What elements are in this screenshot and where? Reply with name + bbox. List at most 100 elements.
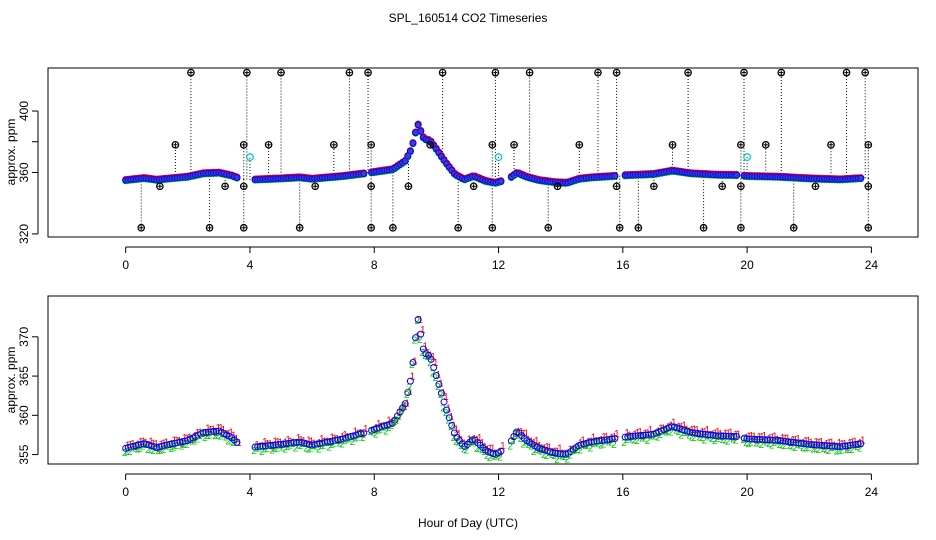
series-3-marker — [792, 439, 800, 447]
series-2-marker: 2 — [847, 444, 853, 455]
series-1-marker: 1 — [477, 433, 483, 444]
top-panel: approx. ppm 320 360 400 0 4 8 12 16 20 24 — [4, 67, 919, 272]
series-2-marker: 2 — [334, 436, 340, 447]
outlier-circle — [156, 182, 164, 191]
series-2-marker: 2 — [187, 435, 193, 446]
x-tick-label: 8 — [371, 258, 378, 272]
series-2-marker: 2 — [171, 442, 177, 453]
series-2-marker: 2 — [792, 443, 798, 454]
outlier-point — [737, 140, 745, 149]
outlier-circle — [239, 140, 248, 149]
bottom-x-axis: 0 4 8 12 16 20 24 — [122, 473, 878, 499]
series-3-marker — [818, 441, 826, 449]
series-2-marker: 2 — [350, 437, 356, 448]
series-3-marker — [727, 432, 735, 440]
series-2-marker: 2 — [658, 430, 664, 441]
series-2-marker: 2 — [168, 444, 174, 455]
series-2-marker: 2 — [440, 403, 446, 414]
series-2-marker: 2 — [215, 430, 221, 441]
bottom-y-axis: 355 360 365 370 — [17, 326, 39, 465]
series-2-marker: 2 — [145, 445, 151, 456]
series-2-marker: 2 — [461, 444, 467, 455]
series-3-marker — [857, 440, 865, 448]
series-3-marker — [639, 431, 647, 439]
outlier-point — [612, 182, 621, 191]
series-2-marker: 2 — [476, 444, 482, 455]
series-3-marker — [318, 439, 326, 447]
series-3-marker — [774, 436, 782, 444]
series-3-marker — [686, 428, 694, 436]
y-tick-label: 400 — [17, 101, 31, 121]
series-1-marker: 1 — [498, 447, 504, 458]
outlier-point — [510, 140, 518, 149]
cyan-point — [246, 153, 254, 162]
series-3-marker — [295, 438, 303, 446]
series-3-marker — [722, 432, 730, 440]
top-series-3-point — [414, 121, 422, 129]
y-tick-label: 365 — [17, 366, 31, 386]
series-2-marker: 2 — [202, 433, 208, 444]
series-2-marker: 2 — [697, 432, 703, 443]
series-3-marker — [437, 389, 445, 397]
outlier-point — [668, 140, 677, 149]
series-3-marker — [841, 442, 849, 450]
outlier-point — [389, 223, 397, 232]
cyan-point — [494, 153, 503, 162]
series-3-marker — [689, 429, 697, 437]
outlier-circle — [864, 140, 873, 149]
outlier-point — [488, 223, 497, 232]
series-3-marker — [645, 431, 653, 439]
series-3-marker — [782, 437, 790, 445]
series-2-marker: 2 — [795, 439, 801, 450]
series-2-marker: 2 — [264, 444, 270, 455]
series-1-marker: 1 — [857, 438, 863, 449]
series-3-marker — [852, 441, 860, 449]
series-2-marker: 2 — [347, 433, 353, 444]
series-3-marker — [443, 406, 451, 414]
series-3-marker — [751, 435, 759, 443]
series-2-marker: 2 — [194, 434, 200, 445]
series-2-marker: 2 — [689, 432, 695, 443]
outlier-circle — [389, 223, 397, 232]
top-y-axis: 320 360 400 — [17, 101, 39, 244]
series-3-marker — [714, 432, 722, 440]
series-1-marker: 1 — [371, 425, 377, 436]
chart-title: SPL_160514 CO2 Timeseries — [389, 11, 548, 25]
series-2-marker: 2 — [624, 435, 630, 446]
outlier-circle — [861, 68, 870, 77]
x-tick-label: 24 — [865, 258, 879, 272]
series-3-marker — [647, 430, 655, 438]
series-2-marker: 2 — [135, 445, 141, 456]
series-2-marker: 2 — [277, 440, 283, 451]
series-2-marker: 2 — [712, 436, 718, 447]
series-3-marker — [637, 431, 645, 439]
outlier-circle — [243, 68, 251, 77]
series-3-marker — [709, 431, 717, 439]
series-3-marker — [321, 439, 329, 447]
series-2-marker: 2 — [640, 433, 646, 444]
outlier-point — [761, 140, 770, 149]
series-3-marker — [629, 432, 637, 440]
series-3-marker — [712, 432, 720, 440]
series-3-marker — [606, 435, 614, 443]
outlier-point — [367, 223, 375, 232]
series-2-marker: 2 — [608, 438, 614, 449]
series-2-marker: 2 — [352, 433, 358, 444]
bottom-y-axis-label: approx. ppm — [4, 347, 18, 414]
outlier-point — [239, 182, 248, 191]
series-1-marker: 1 — [663, 426, 669, 437]
outlier-circle — [615, 223, 624, 232]
series-3-marker — [210, 428, 218, 436]
series-2-marker: 2 — [269, 445, 275, 456]
series-3-marker — [815, 441, 823, 449]
series-2-marker: 2 — [427, 358, 433, 369]
series-3-marker — [432, 372, 440, 380]
series-3-marker — [551, 449, 559, 457]
outlier-circle — [737, 140, 745, 149]
series-3-marker — [256, 442, 264, 450]
outlier-circle — [718, 182, 727, 191]
series-1-marker: 1 — [614, 429, 620, 440]
outlier-point — [827, 140, 835, 149]
outlier-point — [488, 140, 497, 149]
